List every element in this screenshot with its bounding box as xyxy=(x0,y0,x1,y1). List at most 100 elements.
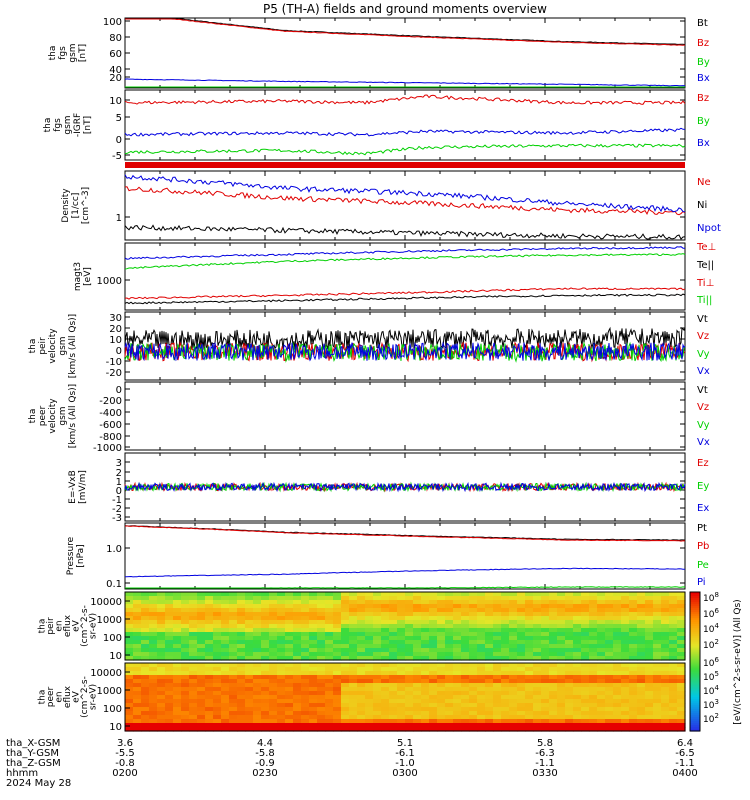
spectrogram-cell xyxy=(613,667,622,672)
spectrogram-cell xyxy=(429,679,438,684)
spectrogram-cell xyxy=(557,683,566,688)
spectrogram-cell xyxy=(181,592,190,597)
spectrogram-cell xyxy=(357,715,366,720)
spectrogram-cell xyxy=(285,683,294,688)
spectrogram-cell xyxy=(173,656,182,661)
spectrogram-cell xyxy=(413,695,422,700)
spectrogram-cell xyxy=(389,727,398,732)
spectrogram-cell xyxy=(613,600,622,605)
spectrogram-cell xyxy=(421,592,430,597)
spectrogram-cell xyxy=(269,596,278,601)
spectrogram-cell xyxy=(381,596,390,601)
spectrogram-cell xyxy=(341,687,350,692)
spectrogram-cell xyxy=(677,596,686,601)
spectrogram-cell xyxy=(469,727,478,732)
spectrogram-cell xyxy=(461,715,470,720)
spectrogram-cell xyxy=(189,703,198,708)
spectrogram-cell xyxy=(629,715,638,720)
spectrogram-cell xyxy=(389,592,398,597)
spectrogram-cell xyxy=(245,683,254,688)
spectrogram-cell xyxy=(421,652,430,657)
colorbar-cell xyxy=(690,592,700,595)
spectrogram-cell xyxy=(645,612,654,617)
spectrogram-cell xyxy=(349,592,358,597)
spectrogram-cell xyxy=(581,592,590,597)
spectrogram-cell xyxy=(541,707,550,712)
spectrogram-cell xyxy=(653,699,662,704)
spectrogram-cell xyxy=(605,715,614,720)
spectrogram-cell xyxy=(589,695,598,700)
spectrogram-cell xyxy=(157,679,166,684)
spectrogram-cell xyxy=(229,648,238,653)
spectrogram-cell xyxy=(509,640,518,645)
spectrogram-cell xyxy=(125,711,134,716)
spectrogram-cell xyxy=(453,687,462,692)
spectrogram-cell xyxy=(197,695,206,700)
spectrogram-cell xyxy=(453,636,462,641)
spectrogram-cell xyxy=(421,687,430,692)
spectrogram-cell xyxy=(509,592,518,597)
spectrogram-cell xyxy=(637,711,646,716)
spectrogram-cell xyxy=(677,652,686,657)
spectrogram-cell xyxy=(509,612,518,617)
spectrogram-cell xyxy=(493,648,502,653)
spectrogram-cell xyxy=(621,695,630,700)
spectrogram-cell xyxy=(405,620,414,625)
spectrogram-cell xyxy=(309,652,318,657)
spectrogram-cell xyxy=(533,715,542,720)
spectrogram-cell xyxy=(485,711,494,716)
spectrogram-cell xyxy=(509,695,518,700)
y-axis-label: fgs xyxy=(58,46,68,60)
spectrogram-cell xyxy=(245,596,254,601)
spectrogram-cell xyxy=(253,652,262,657)
spectrogram-cell xyxy=(661,723,670,728)
spectrogram-cell xyxy=(357,663,366,668)
y-axis-label: sr-eV) xyxy=(89,684,99,710)
spectrogram-cell xyxy=(565,699,574,704)
spectrogram-cell xyxy=(477,707,486,712)
spectrogram-cell xyxy=(341,723,350,728)
spectrogram-cell xyxy=(397,719,406,724)
spectrogram-cell xyxy=(413,612,422,617)
spectrogram-cell xyxy=(325,715,334,720)
spectrogram-cell xyxy=(557,636,566,641)
spectrogram-cell xyxy=(237,675,246,680)
spectrogram-cell xyxy=(397,703,406,708)
y-tick-label: 1.0 xyxy=(106,544,122,555)
spectrogram-cell xyxy=(581,656,590,661)
spectrogram-cell xyxy=(245,636,254,641)
spectrogram-cell xyxy=(309,644,318,649)
spectrogram-cell xyxy=(581,679,590,684)
y-tick-label: 30 xyxy=(109,313,122,324)
spectrogram-cell xyxy=(141,719,150,724)
spectrogram-cell xyxy=(669,648,678,653)
spectrogram-cell xyxy=(621,683,630,688)
spectrogram-cell xyxy=(461,707,470,712)
spectrogram-cell xyxy=(141,648,150,653)
spectrogram-cell xyxy=(125,628,134,633)
spectrogram-cell xyxy=(269,719,278,724)
spectrogram-cell xyxy=(173,648,182,653)
spectrogram-cell xyxy=(669,604,678,609)
x-row-value: 0300 xyxy=(392,768,417,779)
spectrogram-cell xyxy=(365,608,374,613)
spectrogram-cell xyxy=(373,711,382,716)
spectrogram-cell xyxy=(365,727,374,732)
spectrogram-cell xyxy=(285,600,294,605)
spectrogram-cell xyxy=(149,616,158,621)
spectrogram-cell xyxy=(501,624,510,629)
spectrogram-cell xyxy=(637,679,646,684)
spectrogram-cell xyxy=(581,648,590,653)
spectrogram-cell xyxy=(133,663,142,668)
spectrogram-cell xyxy=(629,648,638,653)
spectrogram-cell xyxy=(301,592,310,597)
spectrogram-cell xyxy=(629,596,638,601)
spectrogram-cell xyxy=(613,715,622,720)
spectrogram-cell xyxy=(677,715,686,720)
spectrogram-cell xyxy=(317,695,326,700)
y-tick-label: -1000 xyxy=(93,443,122,454)
spectrogram-cell xyxy=(141,600,150,605)
spectrogram-cell xyxy=(309,695,318,700)
spectrogram-cell xyxy=(125,707,134,712)
spectrogram-cell xyxy=(405,656,414,661)
